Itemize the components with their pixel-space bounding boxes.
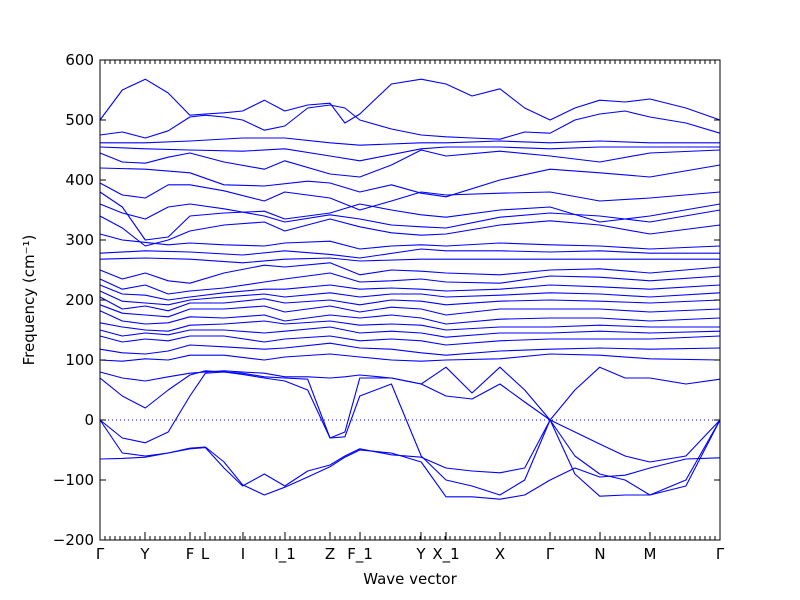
y-tick-label: 0 [84, 411, 94, 429]
band-line-25 [99, 353, 721, 362]
band-line-4 [99, 146, 720, 162]
band-line-5 [99, 149, 721, 178]
band-line-22 [99, 326, 721, 338]
band-line-26 [99, 370, 721, 463]
band-line-18 [99, 296, 721, 312]
y-tick-label: −100 [53, 471, 94, 489]
x-tick-label: Γ [96, 545, 105, 563]
x-tick-label: N [594, 545, 605, 563]
x-tick-label: F [186, 545, 195, 563]
band-line-3 [100, 137, 720, 146]
band-line-9 [99, 203, 721, 229]
y-tick-label: 400 [65, 171, 94, 189]
band-line-16 [99, 284, 721, 301]
x-tick-label: Y [139, 545, 150, 563]
band-line-10 [99, 215, 721, 247]
band-line-28 [99, 371, 721, 496]
x-tick-label: Γ [716, 545, 725, 563]
band-line-23 [99, 335, 721, 346]
band-line-20 [99, 310, 721, 325]
band-line-11 [99, 233, 721, 250]
band-line-2 [99, 104, 721, 140]
band-line-19 [99, 304, 721, 318]
band-line-30 [99, 446, 721, 500]
x-tick-label: L [201, 545, 210, 563]
band-line-17 [99, 290, 721, 306]
band-line-13 [99, 257, 720, 264]
x-tick-label: F_1 [347, 545, 373, 564]
band-line-27 [99, 366, 721, 439]
band-line-29 [99, 419, 721, 497]
band-line-24 [99, 342, 721, 356]
x-tick-label: X [495, 545, 505, 563]
plot-frame [99, 59, 721, 541]
x-tick-label: I [241, 545, 245, 563]
band-line-15 [99, 272, 721, 295]
band-line-1 [99, 78, 721, 124]
y-tick-label: 300 [65, 231, 94, 249]
x-tick-label: Y [415, 545, 426, 563]
band-line-14 [99, 262, 721, 284]
y-tick-label: 200 [65, 291, 94, 309]
band-line-6 [99, 164, 721, 198]
y-tick-label: −200 [53, 531, 94, 549]
y-tick-label: 100 [65, 351, 94, 369]
band-line-21 [99, 320, 720, 332]
y-tick-label: 500 [65, 111, 94, 129]
x-axis-label: Wave vector [363, 570, 457, 588]
band-series-group [99, 78, 721, 500]
x-tick-label: I_1 [274, 545, 295, 564]
x-tick-label: X_1 [432, 545, 459, 564]
y-tick-label: 600 [65, 51, 94, 69]
band-line-8 [99, 191, 721, 241]
band-line-12 [99, 248, 720, 259]
x-tick-label: Γ [546, 545, 555, 563]
x-tick-label: Z [325, 545, 335, 563]
y-axis-label: Frequency (cm⁻¹) [20, 235, 38, 366]
x-tick-label: M [644, 545, 657, 563]
band-line-7 [99, 182, 721, 211]
